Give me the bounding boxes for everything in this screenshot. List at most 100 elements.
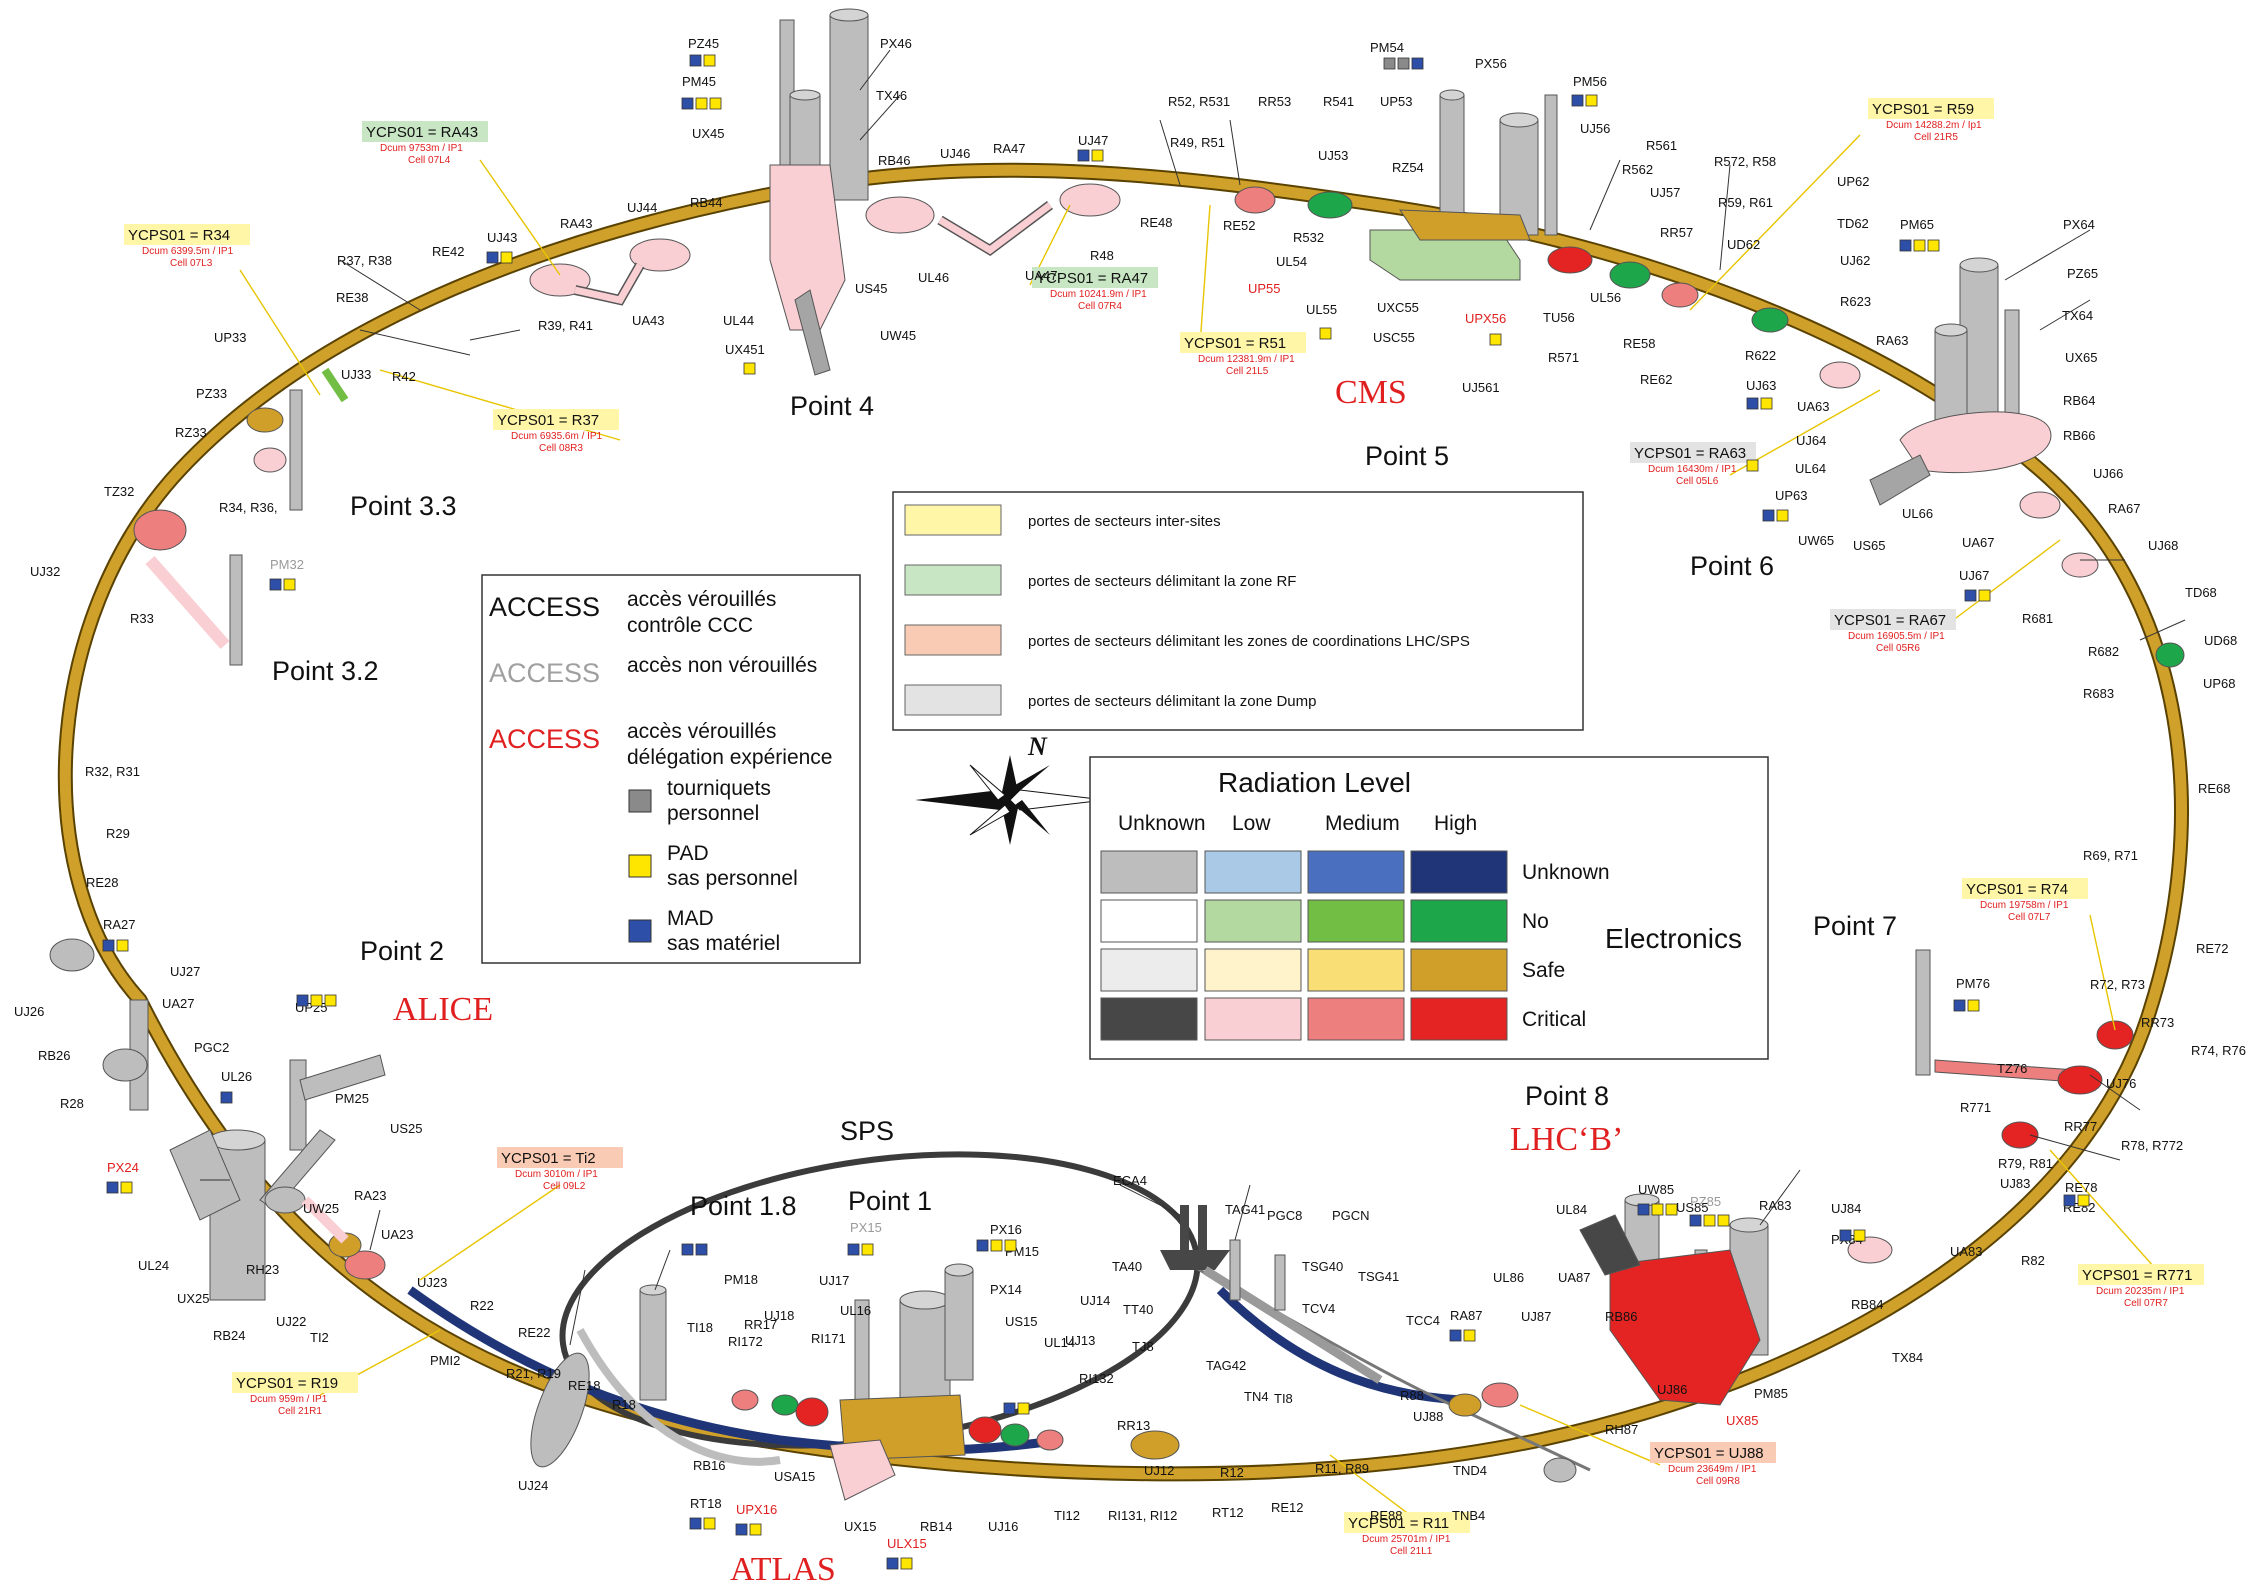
node-label: RB64 <box>2063 393 2096 408</box>
access-badge <box>1651 1203 1664 1216</box>
node-label: R72, R73 <box>2090 977 2145 992</box>
node-label: UL44 <box>723 313 754 328</box>
ycps-dcum: Dcum 16905.5m / IP1 <box>1848 631 1945 642</box>
node-label: TT40 <box>1123 1302 1153 1317</box>
node-label: RR17 <box>744 1317 777 1332</box>
access-badge <box>2077 1194 2090 1207</box>
access-badge <box>695 1243 708 1256</box>
access-badge <box>1411 57 1424 70</box>
access-word: ACCESS <box>489 658 600 688</box>
node-label: RA87 <box>1450 1308 1483 1323</box>
node-label: UW65 <box>1798 533 1834 548</box>
node-label: R28 <box>60 1096 84 1111</box>
access-badge <box>990 1239 1003 1252</box>
node-label: RR77 <box>2064 1119 2097 1134</box>
node-label: UL55 <box>1306 302 1337 317</box>
node-label: R29 <box>106 826 130 841</box>
access-badge <box>1637 1203 1650 1216</box>
node-label: PM85 <box>1754 1386 1788 1401</box>
ycps-label: YCPS01 = R19 <box>236 1375 338 1392</box>
access-badge <box>1077 149 1090 162</box>
access-badge <box>220 1091 233 1104</box>
node-label: RT12 <box>1212 1505 1244 1520</box>
access-badge <box>1927 239 1940 252</box>
node-label: PM65 <box>1900 217 1934 232</box>
node-label: R37, R38 <box>337 253 392 268</box>
node-label: TI2 <box>310 1330 329 1345</box>
ycps-dcum: Dcum 12381.9m / IP1 <box>1198 354 1295 365</box>
ycps-dcum: Dcum 20235m / IP1 <box>2096 1286 2185 1297</box>
node-label: UA83 <box>1950 1244 1983 1259</box>
atlas-title: ATLAS <box>730 1551 836 1588</box>
ycps-box <box>1650 1442 1776 1463</box>
node-label: RR13 <box>1117 1418 1150 1433</box>
node-label: TNB4 <box>1452 1508 1485 1523</box>
node-label: R78, R772 <box>2121 1138 2183 1153</box>
node-label: RB46 <box>878 153 911 168</box>
node-label: UXC55 <box>1377 300 1419 315</box>
ycps-cell: Cell 21R1 <box>278 1406 322 1417</box>
ycps-label: YCPS01 = R34 <box>128 227 230 244</box>
node-label: PM25 <box>335 1091 369 1106</box>
node-label: PM54 <box>1370 40 1404 55</box>
node-label: UP53 <box>1380 94 1413 109</box>
node-label: UW85 <box>1638 1182 1674 1197</box>
node-label: PM76 <box>1956 976 1990 991</box>
legend-radiation: Radiation Level Unknown Low Medium High Unkn… <box>1089 756 1769 1060</box>
node-label: RZ33 <box>175 425 207 440</box>
point4-structures <box>529 8 1121 376</box>
node-label: RI132 <box>1079 1371 1114 1386</box>
access-badge <box>695 97 708 110</box>
access-badge <box>1953 999 1966 1012</box>
node-label: PGCN <box>1332 1208 1370 1223</box>
node-label: R88 <box>1400 1388 1424 1403</box>
point1-title: Point 1 <box>848 1186 932 1216</box>
radiation-cell <box>1307 850 1405 894</box>
access-symbol-desc: MAD <box>667 907 714 930</box>
ycps-dcum: Dcum 6935.6m / IP1 <box>511 431 603 442</box>
radiation-row-label: Critical <box>1522 1008 1586 1031</box>
ycps-cell: Cell 07L4 <box>408 155 451 166</box>
access-symbol-desc: sas matériel <box>667 932 780 955</box>
ycps-cell: Cell 08R3 <box>539 443 583 454</box>
node-label: RA67 <box>2108 501 2141 516</box>
node-label: PM18 <box>724 1272 758 1287</box>
radiation-cell <box>1307 997 1405 1041</box>
ycps-box <box>1868 98 1994 119</box>
access-word: ACCESS <box>489 592 600 622</box>
node-label: RR57 <box>1660 225 1693 240</box>
node-label: R572, R58 <box>1714 154 1776 169</box>
node-label: PM56 <box>1573 74 1607 89</box>
access-badge <box>1913 239 1926 252</box>
access-badge <box>310 994 323 1007</box>
node-label: UA67 <box>1962 535 1995 550</box>
radiation-row-label: No <box>1522 910 1549 933</box>
node-label: RA23 <box>354 1188 387 1203</box>
node-label: UA87 <box>1558 1270 1591 1285</box>
ycps-label: YCPS01 = R37 <box>497 412 599 429</box>
access-badge <box>1899 239 1912 252</box>
ycps-box <box>2078 1264 2204 1285</box>
node-label: R11, R89 <box>1315 1461 1369 1476</box>
access-badge <box>1964 589 1977 602</box>
access-desc: accès vérouillés <box>627 588 776 611</box>
node-label: TZ32 <box>104 484 134 499</box>
access-badge <box>681 97 694 110</box>
node-label: RE18 <box>568 1378 601 1393</box>
node-label: R33 <box>130 611 154 626</box>
access-badge <box>283 578 296 591</box>
access-badge <box>900 1557 913 1570</box>
door-swatch <box>904 564 1002 596</box>
access-badge <box>1489 333 1502 346</box>
access-badge <box>1853 1229 1866 1242</box>
access-desc: accès non vérouillés <box>627 654 817 677</box>
node-label: UL86 <box>1493 1270 1524 1285</box>
point3-structures <box>133 367 349 666</box>
ti8-structures <box>1160 1205 1577 1483</box>
node-label: TAG41 <box>1225 1202 1265 1217</box>
node-label: UJ18 <box>764 1308 794 1323</box>
ycps-cell: Cell 21L1 <box>1390 1546 1433 1557</box>
access-badge <box>1776 509 1789 522</box>
